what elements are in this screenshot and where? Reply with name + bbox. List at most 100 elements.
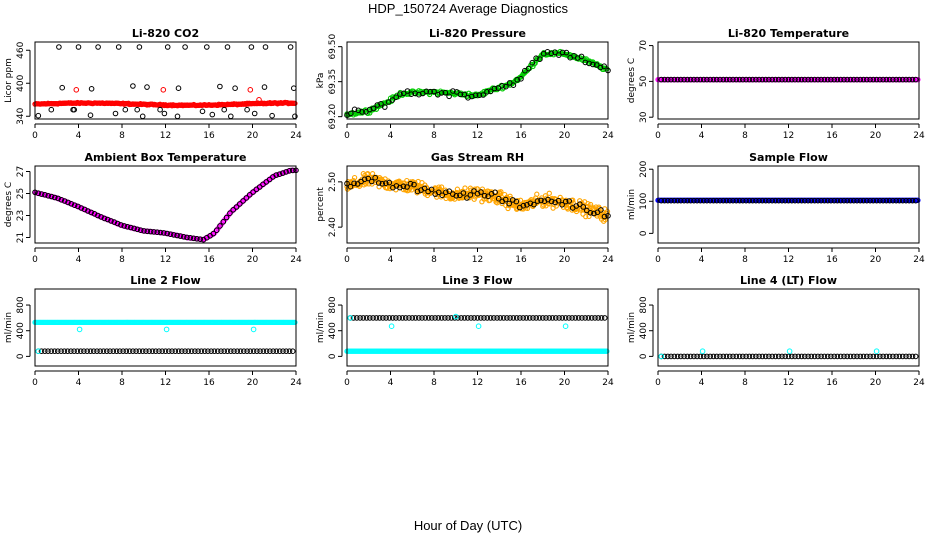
data-point: [491, 85, 498, 92]
data-point: [562, 198, 569, 205]
data-point: [720, 76, 727, 83]
data-point: [743, 76, 749, 83]
x-tick-label: 20: [870, 378, 882, 388]
data-point: [912, 353, 919, 360]
data-point: [478, 315, 484, 321]
data-point: [95, 44, 101, 50]
data-point: [824, 76, 831, 83]
data-point: [422, 315, 429, 321]
data-point: [890, 353, 896, 360]
data-point: [221, 106, 227, 113]
data-point: [808, 353, 815, 360]
data-point: [247, 348, 254, 355]
data-point: [283, 348, 290, 355]
data-point: [149, 348, 156, 355]
y-axis: 2.40 2.50: [328, 172, 343, 237]
data-point: [248, 44, 255, 50]
data-point: [837, 353, 844, 360]
panel-title: Ambient Box Temperature: [85, 151, 247, 164]
data-point: [42, 192, 48, 198]
data-point: [582, 59, 589, 66]
data-point: [113, 348, 120, 355]
data-point: [864, 197, 870, 204]
data-point: [136, 348, 143, 355]
data-point: [775, 76, 782, 83]
data-point: [201, 348, 208, 355]
data-point: [559, 202, 565, 208]
data-point: [700, 197, 707, 204]
data-point: [570, 197, 576, 203]
data-point: [530, 315, 536, 321]
plot-frame: [34, 165, 297, 244]
data-point: [126, 348, 133, 355]
x-tick-label: 16: [515, 131, 527, 141]
data-point: [370, 315, 376, 321]
panel-ambient: Ambient Box Temperature 0 4 8 12 16 20 24 21 23 25…: [4, 151, 302, 265]
data-point: [805, 353, 811, 360]
data-point: [188, 348, 195, 355]
data-point: [495, 195, 502, 202]
data-point: [199, 108, 206, 115]
data-point: [291, 85, 297, 91]
data-point: [427, 88, 434, 95]
data-point: [237, 348, 244, 355]
data-point: [841, 76, 847, 83]
data-point: [228, 348, 234, 355]
data-point: [97, 348, 103, 355]
data-point: [111, 219, 118, 225]
y-axis-label: ml/min: [4, 312, 14, 343]
data-point: [210, 230, 217, 237]
data-point: [893, 76, 900, 83]
data-point: [851, 197, 857, 204]
data-point: [730, 76, 736, 83]
y-axis: 0 400 800: [16, 296, 31, 359]
y-axis: 0 400 800: [328, 296, 343, 359]
data-point: [194, 236, 200, 242]
x-tick-label: 0: [32, 255, 38, 265]
data-point: [192, 348, 198, 355]
data-point: [246, 192, 253, 198]
data-point: [404, 184, 410, 190]
data-point: [857, 197, 864, 204]
x-tick-label: 12: [160, 378, 171, 388]
data-point: [481, 192, 488, 199]
data-point: [912, 197, 919, 204]
data-point: [510, 315, 517, 321]
panel-title: Line 4 (LT) Flow: [740, 274, 837, 287]
data-point: [276, 171, 283, 177]
data-point: [684, 197, 691, 204]
data-point: [270, 348, 277, 355]
data-point: [671, 197, 678, 204]
data-point: [674, 353, 681, 360]
data-point: [45, 348, 51, 355]
y-tick-label: 0: [639, 230, 649, 236]
data-point: [88, 209, 94, 216]
data-point: [195, 348, 201, 355]
x-tick-label: 8: [119, 255, 125, 265]
data-point: [756, 197, 762, 204]
y-tick-label: 800: [16, 296, 26, 313]
data-point: [844, 197, 851, 204]
data-point: [549, 315, 556, 321]
data-point: [161, 230, 167, 236]
data-point: [566, 315, 572, 321]
x-tick-label: 24: [913, 131, 925, 141]
data-point: [671, 353, 678, 360]
data-point: [886, 76, 893, 83]
data-point: [104, 348, 110, 355]
y-tick-label: 100: [639, 192, 649, 209]
data-point: [857, 353, 864, 360]
data-point: [579, 315, 585, 321]
data-point: [442, 89, 449, 96]
data-point: [464, 315, 471, 321]
data-point: [397, 184, 403, 191]
data-point: [736, 353, 743, 360]
data-point: [267, 348, 273, 355]
data-point: [375, 180, 382, 186]
data-point: [890, 76, 896, 83]
data-point: [658, 76, 665, 83]
data-point: [224, 348, 231, 355]
data-point: [860, 197, 867, 204]
data-point: [749, 353, 756, 360]
